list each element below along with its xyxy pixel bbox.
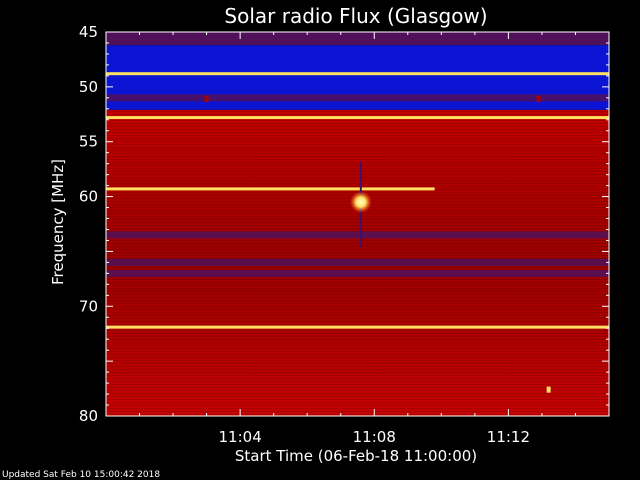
spectrogram-bands	[106, 72, 609, 329]
plot-area	[105, 31, 610, 417]
y-axis: 45 50 55 60 70 80	[79, 23, 609, 425]
burst-point	[349, 191, 372, 214]
spectrogram-events	[204, 95, 551, 393]
band-peak	[106, 72, 609, 76]
y-tick-label: 50	[79, 78, 98, 96]
y-axis-label: Frequency [MHz]	[49, 159, 67, 285]
band-peak	[106, 187, 435, 191]
y-tick-label: 55	[79, 133, 98, 151]
y-tick-label: 60	[79, 188, 98, 206]
band-dark	[106, 94, 609, 102]
band-dark	[106, 258, 609, 266]
x-axis: 11:04 11:08 11:12	[105, 32, 610, 446]
chart-title: Solar radio Flux (Glasgow)	[224, 4, 487, 28]
band-dark	[106, 269, 609, 277]
x-tick-label: 11:08	[353, 428, 396, 446]
plot-frame	[105, 31, 610, 417]
x-tick-label: 11:04	[219, 428, 262, 446]
y-tick-label: 70	[79, 297, 98, 315]
y-tick-label: 45	[79, 23, 98, 41]
y-tick-label: 80	[79, 407, 98, 425]
event-point	[546, 386, 551, 393]
x-axis-label: Start Time (06-Feb-18 11:00:00)	[235, 447, 477, 465]
event-point	[204, 95, 209, 102]
event-point	[536, 95, 541, 102]
region-dark	[106, 32, 609, 46]
band-dark	[106, 231, 609, 239]
x-tick-label: 11:12	[487, 428, 530, 446]
band-peak	[106, 116, 609, 120]
band-peak	[106, 325, 609, 329]
updated-timestamp: Updated Sat Feb 10 15:00:42 2018	[2, 470, 160, 480]
